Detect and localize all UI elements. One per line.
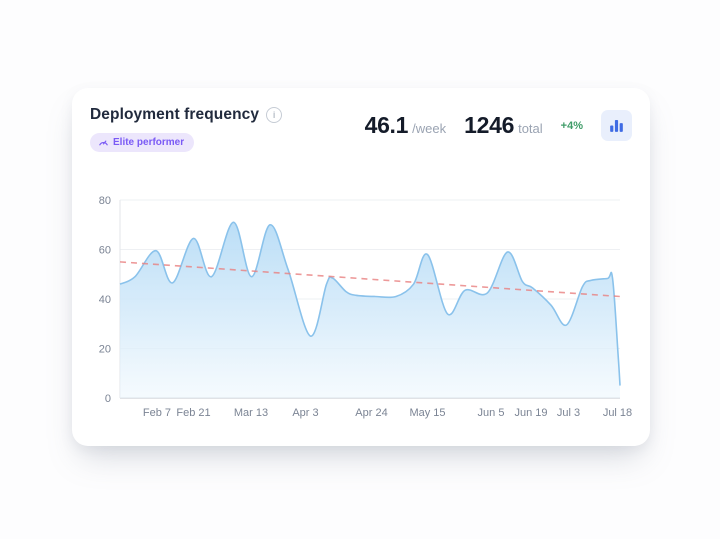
per-week-unit: /week: [412, 121, 447, 136]
svg-text:Feb 21: Feb 21: [176, 407, 210, 419]
svg-text:Jun 19: Jun 19: [514, 407, 547, 419]
info-icon[interactable]: i: [266, 107, 283, 123]
chart-view-button[interactable]: [601, 110, 632, 141]
svg-text:Jun 5: Jun 5: [478, 407, 505, 419]
elite-performer-badge: Elite performer: [90, 133, 195, 152]
svg-text:Feb 7: Feb 7: [143, 407, 171, 419]
card-header: Deployment frequency i Elite performer 4…: [90, 106, 632, 152]
deployment-frequency-card: Deployment frequency i Elite performer 4…: [72, 88, 650, 446]
svg-text:20: 20: [99, 344, 111, 356]
total-unit: total: [518, 121, 543, 136]
bar-chart-icon: [610, 119, 623, 132]
chart-area: 0 20 40 60 80 Feb 7 Feb 21 Mar 13 Apr 3 Apr 24 May…: [72, 188, 650, 438]
svg-text:Jul 18: Jul 18: [603, 407, 632, 419]
badge-label: Elite performer: [113, 137, 185, 148]
page-title: Deployment frequency: [90, 106, 260, 123]
total-value: 1246: [464, 112, 515, 138]
title-block: Deployment frequency i Elite performer: [90, 106, 283, 152]
svg-text:May 15: May 15: [409, 407, 445, 419]
svg-text:40: 40: [99, 294, 111, 306]
svg-text:Apr 24: Apr 24: [355, 407, 387, 419]
stat-total: 1246 total: [464, 112, 543, 139]
svg-text:Mar 13: Mar 13: [234, 407, 268, 419]
svg-text:80: 80: [99, 195, 111, 207]
svg-text:Apr 3: Apr 3: [292, 407, 318, 419]
gauge-icon: [99, 140, 108, 146]
svg-text:0: 0: [105, 393, 111, 405]
stats-row: 46.1 /week 1246 total +4%: [365, 110, 632, 141]
stat-per-week: 46.1 /week: [365, 112, 447, 139]
per-week-value: 46.1: [364, 112, 409, 138]
svg-text:60: 60: [99, 245, 111, 257]
delta-badge: +4%: [560, 119, 583, 132]
svg-text:Jul 3: Jul 3: [557, 407, 580, 419]
deployment-chart: 0 20 40 60 80 Feb 7 Feb 21 Mar 13 Apr 3 Apr 24 May…: [99, 195, 632, 419]
